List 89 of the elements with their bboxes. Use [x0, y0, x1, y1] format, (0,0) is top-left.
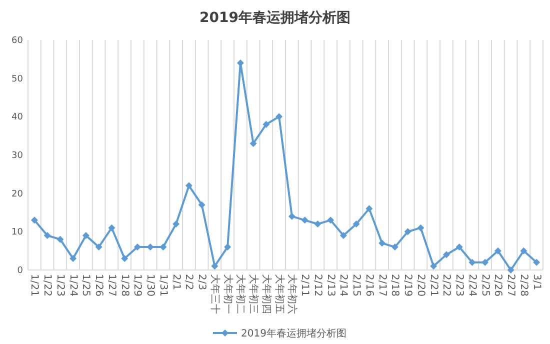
point [288, 212, 296, 220]
x-tick-label: 大年初一 [222, 274, 234, 314]
y-tick-label: 30 [12, 151, 24, 161]
point [121, 255, 128, 262]
x-tick-label: 1/21 [28, 274, 40, 296]
point [340, 232, 347, 239]
x-tick-label: 1/28 [118, 274, 130, 296]
x-tick-label: 1/25 [80, 274, 92, 296]
x-tick-label: 大年初五 [273, 274, 286, 314]
point [198, 201, 206, 208]
x-tick-label: 2/1 [170, 274, 182, 290]
x-tick-label: 2/23 [454, 274, 465, 296]
x-tick-label: 2/21 [428, 274, 439, 296]
point [250, 140, 257, 147]
x-tick-label: 大年初三 [248, 274, 260, 314]
point [146, 244, 154, 250]
point [391, 244, 398, 250]
point [185, 182, 192, 190]
x-tick-label: 2/15 [350, 274, 362, 296]
y-tick-label: 50 [12, 74, 24, 84]
x-tick-label: 1/27 [106, 274, 117, 296]
x-tick-label: 2/22 [440, 274, 452, 296]
point [404, 228, 412, 236]
x-tick-label: 1/26 [93, 274, 104, 296]
point [236, 60, 244, 66]
y-tick-label: 40 [12, 112, 24, 123]
x-tick-label: 2/13 [324, 274, 336, 296]
x-tick-label: 大年三十 [208, 274, 221, 314]
legend-label: 2019年春运拥堵分析图 [241, 328, 346, 340]
point [520, 247, 528, 254]
x-tick-label: 2/26 [492, 274, 504, 296]
x-tick-label: 1/22 [42, 274, 53, 296]
x-tick-label: 2/12 [312, 274, 323, 296]
point [56, 236, 64, 243]
x-tick-label: 2/16 [363, 274, 374, 296]
point [378, 240, 386, 247]
x-tick-label: 1/30 [144, 274, 156, 296]
point [482, 258, 489, 266]
point [262, 120, 270, 128]
x-tick-label: 大年初四 [260, 274, 272, 314]
point [70, 255, 77, 262]
point [533, 258, 540, 266]
y-tick-label: 10 [12, 228, 24, 238]
x-tick-label: 1/29 [132, 274, 143, 296]
point [430, 262, 438, 270]
x-tick-label: 2/3 [196, 274, 208, 290]
x-tick-label: 2/19 [402, 274, 414, 296]
point [494, 247, 502, 254]
x-tick-label: 2/25 [479, 274, 490, 296]
point [160, 244, 167, 250]
point [44, 232, 51, 239]
x-tick-label: 大年初六 [286, 274, 298, 314]
point [327, 216, 334, 224]
chart-title: 2019年春运拥堵分析图 [200, 10, 350, 26]
point [507, 266, 514, 274]
point [134, 244, 141, 250]
x-tick-label: 2/20 [414, 274, 426, 296]
y-tick-label: 0 [17, 266, 24, 276]
point [224, 244, 232, 250]
point [417, 224, 424, 232]
x-tick-label: 2/2 [183, 274, 194, 290]
point [366, 205, 373, 212]
x-tick-label: 2/28 [518, 274, 529, 296]
x-tick-label: 2/11 [299, 274, 310, 296]
point [442, 251, 450, 258]
x-tick-label: 大年初二 [234, 274, 247, 314]
x-tick-label: 3/1 [530, 274, 542, 290]
y-tick-label: 20 [12, 189, 24, 200]
point [468, 258, 476, 266]
x-tick-label: 2/14 [338, 274, 349, 296]
point [82, 232, 90, 239]
point [108, 224, 116, 232]
x-tick-label: 1/31 [157, 274, 168, 296]
x-tick-label: 1/23 [54, 274, 66, 296]
point [30, 216, 38, 224]
point [276, 113, 283, 120]
point [352, 220, 360, 228]
point [211, 262, 218, 270]
point [172, 220, 180, 228]
point [301, 216, 308, 224]
x-tick-label: 2/24 [466, 274, 478, 296]
x-tick-label: 2/18 [389, 274, 400, 296]
point [314, 220, 322, 228]
x-tick-label: 1/24 [67, 274, 78, 296]
x-tick-label: 2/17 [376, 274, 388, 296]
point [456, 244, 463, 250]
x-tick-label: 2/27 [505, 274, 516, 296]
point [95, 244, 102, 250]
y-tick-label: 60 [12, 36, 24, 46]
